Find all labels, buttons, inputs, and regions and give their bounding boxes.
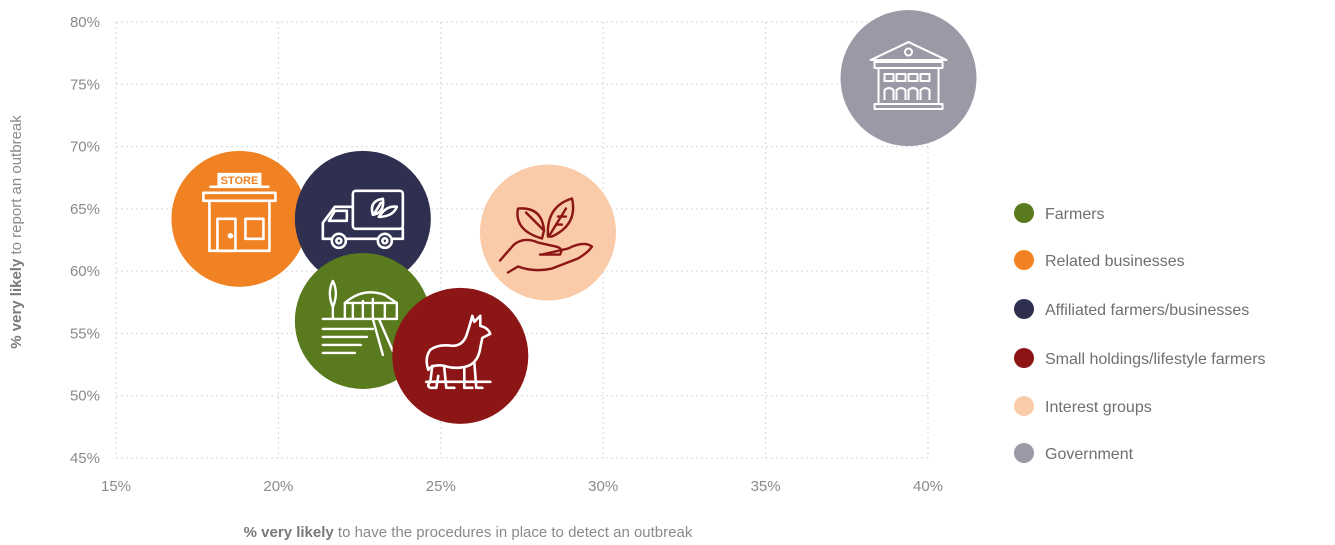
x-tick-label: 25% (426, 478, 456, 495)
y-tick-label: 50% (70, 388, 100, 405)
legend-item-affiliated-farmers-businesses: Affiliated farmers/businesses (1014, 299, 1249, 319)
y-tick-label: 60% (70, 263, 100, 280)
x-tick-label: 40% (913, 478, 943, 495)
y-axis-title-bold: % very likely (8, 258, 25, 349)
alpaca-icon (424, 314, 492, 390)
x-axis-title-bold: % very likely (244, 524, 335, 541)
bubble-circle (171, 150, 308, 287)
legend-swatch (1014, 250, 1034, 270)
legend-item-small-holdings-lifestyle-farmers: Small holdings/lifestyle farmers (1014, 348, 1266, 368)
legend-label: Farmers (1045, 206, 1105, 223)
y-axis-title-rest: to report an outbreak (8, 115, 25, 259)
legend: Farmers Related businesses Affiliated fa… (1014, 203, 1266, 463)
legend-label: Government (1045, 446, 1134, 463)
bubble-related-businesses: STORE (171, 150, 308, 287)
y-tick-label: 80% (70, 14, 100, 31)
legend-swatch (1014, 396, 1034, 416)
y-tick-label: 75% (70, 76, 100, 93)
x-tick-label: 20% (263, 478, 293, 495)
y-axis-title: % very likely to report an outbreak (8, 115, 25, 349)
store-icon: STORE (202, 172, 277, 253)
legend-label: Affiliated farmers/businesses (1045, 302, 1249, 319)
greenhouse-farm-icon (321, 279, 399, 357)
legend-item-related-businesses: Related businesses (1014, 250, 1185, 270)
bubble-small-holdings-lifestyle-farmers (392, 287, 529, 424)
bubbles: STORE (171, 10, 977, 424)
x-axis-title: % very likely to have the procedures in … (244, 524, 693, 541)
svg-text:STORE: STORE (221, 175, 259, 187)
legend-label: Related businesses (1045, 253, 1185, 270)
x-tick-label: 15% (101, 478, 131, 495)
legend-swatch (1014, 203, 1034, 223)
x-tick-label: 30% (588, 478, 618, 495)
bubble-government (840, 10, 977, 147)
legend-swatch (1014, 299, 1034, 319)
y-tick-label: 45% (70, 450, 100, 467)
y-tick-label: 65% (70, 201, 100, 218)
axis-ticks: 15% 20% 25% 30% 35% 40% 45% 50% 55% 60% 65% 70% 75% 8… (70, 14, 943, 495)
x-axis-title-rest: to have the procedures in place to detec… (334, 524, 693, 541)
y-tick-label: 55% (70, 325, 100, 342)
bubble-circle (392, 287, 529, 424)
delivery-truck-icon (321, 189, 405, 250)
legend-label: Small holdings/lifestyle farmers (1045, 351, 1266, 368)
hand-leaves-icon (498, 197, 594, 274)
legend-swatch (1014, 348, 1034, 368)
government-building-icon (869, 41, 948, 111)
x-tick-label: 35% (751, 478, 781, 495)
legend-swatch (1014, 443, 1034, 463)
bubble-circle (294, 150, 431, 287)
legend-item-farmers: Farmers (1014, 203, 1105, 223)
legend-item-interest-groups: Interest groups (1014, 396, 1152, 416)
bubble-interest-groups (479, 164, 616, 301)
bubble-affiliated-farmers-businesses (294, 150, 431, 287)
legend-label: Interest groups (1045, 399, 1152, 416)
legend-item-government: Government (1014, 443, 1134, 463)
y-tick-label: 70% (70, 139, 100, 156)
